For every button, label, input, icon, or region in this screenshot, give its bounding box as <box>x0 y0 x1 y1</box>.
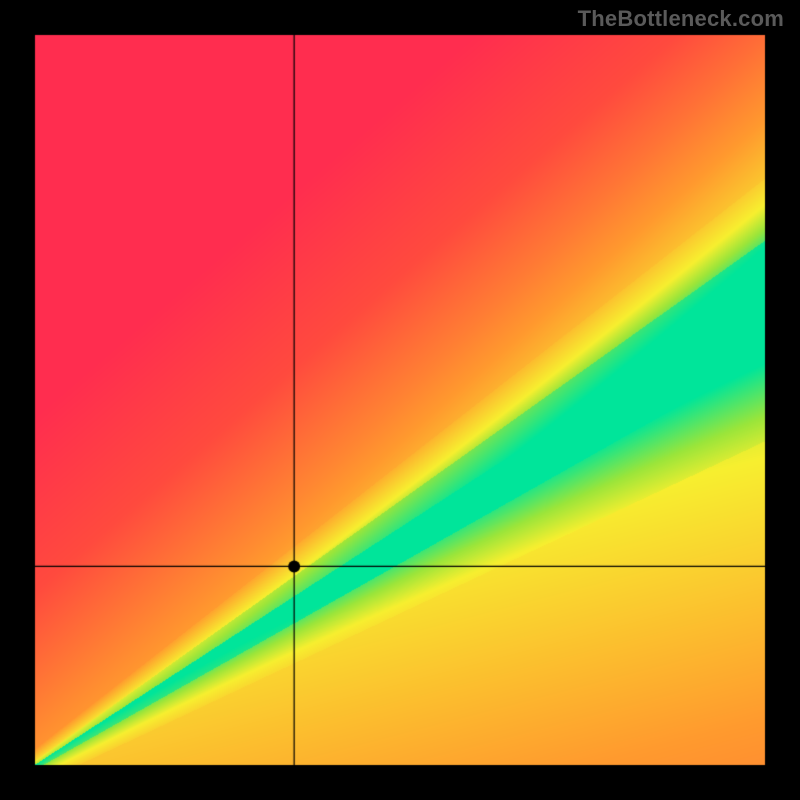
heatmap-canvas <box>0 0 800 800</box>
chart-container: TheBottleneck.com <box>0 0 800 800</box>
attribution-label: TheBottleneck.com <box>578 6 784 32</box>
